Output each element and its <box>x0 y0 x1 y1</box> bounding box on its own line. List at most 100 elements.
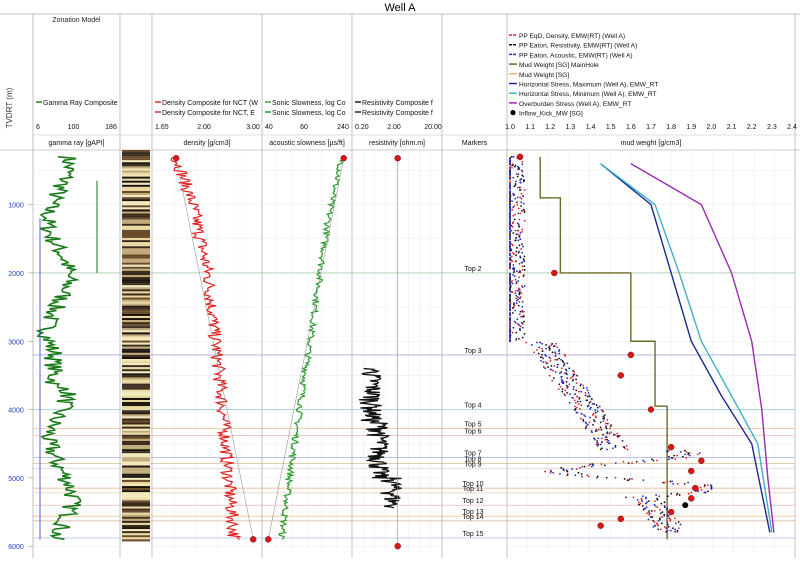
pore-pressure-point <box>509 222 511 225</box>
pore-pressure-point <box>522 208 525 211</box>
pore-pressure-point <box>538 346 541 349</box>
pore-pressure-point <box>514 164 517 167</box>
lithology-band <box>122 402 150 405</box>
pore-pressure-point <box>641 500 643 502</box>
pore-pressure-point <box>685 457 688 459</box>
lithology-band <box>122 215 150 218</box>
lithology-band <box>122 229 150 232</box>
lithology-band <box>122 524 150 528</box>
pore-pressure-point <box>520 169 523 172</box>
pore-pressure-point <box>575 411 578 414</box>
pore-pressure-point <box>525 341 528 344</box>
pore-pressure-point <box>683 449 686 452</box>
lithology-band <box>122 258 150 261</box>
pore-pressure-point <box>509 293 511 296</box>
pore-pressure-point <box>674 458 677 461</box>
pore-pressure-point <box>514 239 517 242</box>
pore-pressure-point <box>581 465 584 468</box>
pore-pressure-point <box>588 421 591 424</box>
pore-pressure-point <box>515 237 518 239</box>
depth-tick-label: 5000 <box>8 476 24 483</box>
pore-pressure-point <box>521 160 524 163</box>
pore-pressure-point <box>645 506 648 509</box>
lithology-band <box>122 535 150 538</box>
pore-pressure-point <box>515 337 518 340</box>
pore-pressure-point <box>509 324 511 327</box>
pore-pressure-point <box>554 351 556 354</box>
pore-pressure-point <box>509 187 511 190</box>
pore-pressure-point <box>659 518 661 521</box>
lithology-band <box>122 309 150 312</box>
lithology-band <box>122 234 150 237</box>
pore-pressure-point <box>631 462 633 464</box>
resistivity-legend-item: Resistivity Composite f <box>362 110 433 117</box>
pore-pressure-point <box>595 404 598 407</box>
lithology-band <box>122 457 150 460</box>
pore-pressure-point <box>643 460 646 463</box>
pore-pressure-point <box>682 455 684 458</box>
pore-pressure-point <box>509 182 511 185</box>
lithology-band <box>122 154 150 157</box>
mud-scale-tick: 2.3 <box>767 124 777 131</box>
pore-pressure-point <box>674 528 677 531</box>
pore-pressure-point <box>510 255 513 258</box>
pore-pressure-point <box>511 291 514 293</box>
pore-pressure-point <box>518 271 520 274</box>
lithology-band <box>122 363 150 366</box>
lithology-band <box>122 481 150 485</box>
lithology-band <box>122 336 150 339</box>
pore-pressure-point <box>514 292 517 295</box>
pore-pressure-point <box>509 259 511 262</box>
pore-pressure-point <box>549 368 552 371</box>
mud-calibration-point <box>516 153 524 161</box>
lithology-band <box>122 430 150 433</box>
pore-pressure-point <box>588 475 590 478</box>
lithology-band <box>122 293 150 296</box>
pore-pressure-point <box>677 527 680 530</box>
pore-pressure-point <box>555 342 557 345</box>
pore-pressure-point <box>509 298 511 301</box>
mud-legend-swatch <box>510 110 516 116</box>
lithology-band <box>122 406 150 409</box>
lithology-band <box>122 463 150 466</box>
pore-pressure-point <box>602 410 604 413</box>
pore-pressure-point <box>509 336 511 339</box>
pore-pressure-point <box>574 393 576 396</box>
lithology-band <box>122 268 150 271</box>
pore-pressure-point <box>509 234 511 237</box>
pore-pressure-point <box>509 163 511 166</box>
lithology-band <box>122 264 150 267</box>
marker-label: Top 14 <box>462 514 483 521</box>
pore-pressure-point <box>516 222 519 225</box>
lithology-band <box>122 447 150 450</box>
pore-pressure-point <box>512 206 515 209</box>
pore-pressure-point <box>557 388 560 391</box>
pore-pressure-point <box>510 164 512 167</box>
pore-pressure-point <box>521 251 524 254</box>
pore-pressure-point <box>562 364 565 367</box>
pore-pressure-point <box>676 482 679 485</box>
lithology-band <box>122 242 150 245</box>
pore-pressure-point <box>597 437 600 440</box>
pore-pressure-point <box>586 474 589 477</box>
pore-pressure-point <box>547 366 549 368</box>
pore-pressure-point <box>509 305 511 308</box>
pore-pressure-point <box>509 191 511 194</box>
lithology-band <box>122 440 150 444</box>
lithology-band <box>122 274 150 278</box>
lithology-band <box>122 488 150 491</box>
pore-pressure-point <box>565 369 568 372</box>
lithology-band <box>122 213 150 216</box>
pore-pressure-point <box>552 369 555 372</box>
pore-pressure-point <box>594 416 597 419</box>
lithology-band <box>122 158 150 161</box>
pore-pressure-point <box>509 339 511 341</box>
pore-pressure-point <box>674 522 677 525</box>
pore-pressure-point <box>606 438 608 441</box>
pore-pressure-point <box>541 350 544 352</box>
pore-pressure-point <box>558 350 560 352</box>
pore-pressure-point <box>512 264 515 266</box>
pore-pressure-point <box>517 224 520 227</box>
pore-pressure-point <box>588 464 591 467</box>
pore-pressure-point <box>509 316 511 319</box>
